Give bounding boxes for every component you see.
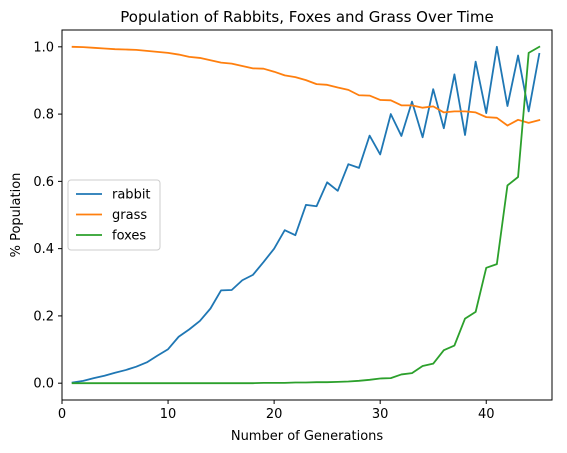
y-tick-label: 0.2 [33,309,54,324]
legend-label-grass: grass [112,208,147,223]
y-tick-label: 0.0 [33,377,54,392]
legend-box [67,179,161,251]
legend-label-rabbit: rabbit [112,188,151,203]
legend-label-foxes: foxes [112,229,146,244]
x-axis: 0 10 20 30 40 [58,400,495,422]
series-line-grass [71,45,541,127]
y-tick-label: 0.8 [33,108,54,123]
x-tick-label: 40 [478,407,495,422]
axes-frame [61,29,553,401]
x-axis-label: Number of Generations [231,429,384,444]
y-axis-label: % Population [9,173,24,258]
legend: rabbit grass foxes [67,179,161,251]
x-tick-label: 0 [58,407,66,422]
x-tick-label: 10 [160,407,177,422]
y-tick-label: 0.4 [33,242,54,257]
series-line-rabbit [71,45,541,384]
plot-area [61,29,553,401]
x-tick-label: 30 [372,407,389,422]
y-tick-label: 1.0 [33,40,54,55]
y-tick-label: 0.6 [33,175,54,190]
x-tick-label: 20 [266,407,283,422]
y-axis: 0.0 0.2 0.4 0.6 0.8 1.0 [33,40,62,392]
chart-title: Population of Rabbits, Foxes and Grass O… [120,8,494,26]
series-line-foxes [71,45,541,385]
